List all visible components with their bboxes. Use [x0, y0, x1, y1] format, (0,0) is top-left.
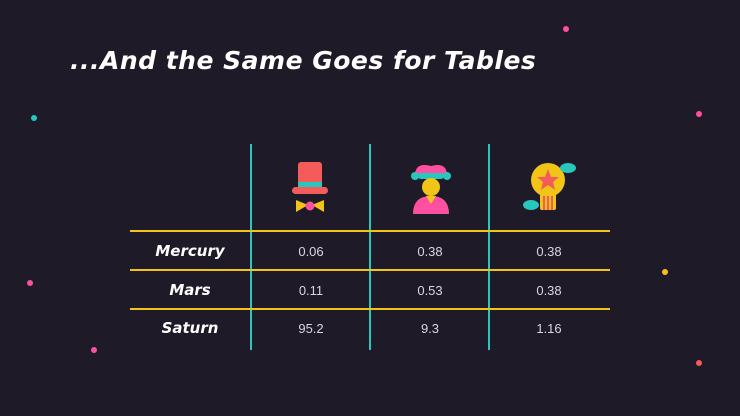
decorative-dot [563, 26, 569, 32]
jester-person-icon [411, 165, 451, 214]
table-row-divider [130, 230, 610, 232]
row-label-mars: Mars [169, 281, 211, 299]
table-column-divider [250, 144, 252, 350]
top-hat-bowtie-icon [292, 162, 328, 212]
decorative-dot [696, 360, 702, 366]
table-cell: 9.3 [420, 321, 440, 336]
slide-title: ...And the Same Goes for Tables [70, 46, 537, 75]
decorative-dot [31, 115, 37, 121]
decorative-dot [91, 347, 97, 353]
row-label-saturn: Saturn [161, 319, 219, 337]
decorative-dot [662, 269, 668, 275]
table-cell: 1.16 [536, 321, 562, 336]
table-cell: 0.06 [298, 244, 324, 259]
table-row-divider [130, 269, 610, 271]
row-label-mercury: Mercury [155, 242, 225, 260]
decorative-dot [696, 111, 702, 117]
table-column-divider [488, 144, 490, 350]
table-cell: 0.53 [417, 283, 443, 298]
table-row-divider [130, 308, 610, 310]
lightbulb-star-icon [523, 163, 576, 210]
table-cell: 0.38 [536, 283, 562, 298]
table-cell: 0.38 [417, 244, 443, 259]
table-cell: 0.38 [536, 244, 562, 259]
table-cell: 0.11 [298, 283, 324, 298]
decorative-dot [27, 280, 33, 286]
table-cell: 95.2 [298, 321, 324, 336]
table-column-divider [369, 144, 371, 350]
